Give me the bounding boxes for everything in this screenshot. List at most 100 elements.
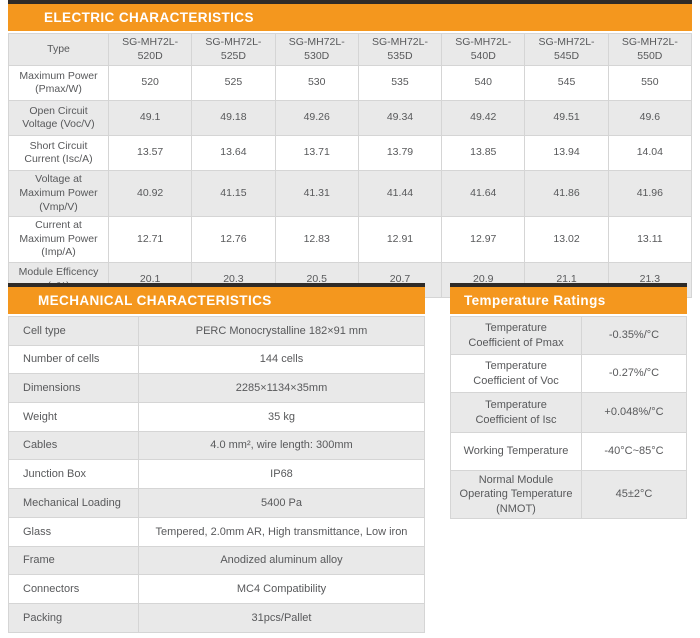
value-cell: 550 <box>607 65 693 102</box>
row-label: Connectors <box>8 574 139 604</box>
value-cell: 49.6 <box>607 100 693 137</box>
value-cell: 545 <box>524 65 609 102</box>
mechanical-row-cables: Cables 4.0 mm², wire length: 300mm <box>8 430 425 461</box>
row-label: Cables <box>8 430 139 461</box>
value-cell: 41.96 <box>607 170 693 218</box>
value-cell: 13.57 <box>107 135 193 172</box>
column-header-type: Type <box>8 32 109 67</box>
value-cell: 4.0 mm², wire length: 300mm <box>138 430 425 461</box>
mechanical-row-frame: Frame Anodized aluminum alloy <box>8 545 425 576</box>
value-cell: 41.31 <box>274 170 359 218</box>
mechanical-section-title: MECHANICAL CHARACTERISTICS <box>38 293 272 308</box>
row-label: Temperature Coefficient of Pmax <box>450 316 582 355</box>
value-cell: 41.15 <box>191 170 276 218</box>
value-cell: 13.85 <box>441 135 526 172</box>
value-cell: 13.94 <box>524 135 609 172</box>
row-label: Mechanical Loading <box>8 488 139 518</box>
temperature-row-nmot: Normal Module Operating Temperature (NMO… <box>450 470 687 519</box>
value-cell: 41.44 <box>357 170 443 218</box>
mechanical-row-number-of-cells: Number of cells 144 cells <box>8 344 425 375</box>
mechanical-section-header: MECHANICAL CHARACTERISTICS <box>8 283 425 314</box>
temperature-section-header: Temperature Ratings <box>450 283 687 314</box>
electric-header-row: Type SG-MH72L-520D SG-MH72L-525D SG-MH72… <box>8 32 693 67</box>
value-cell: 41.86 <box>524 170 609 218</box>
temperature-row-coefficient-voc: Temperature Coefficient of Voc -0.27%/°C <box>450 354 687 393</box>
mechanical-row-mechanical-loading: Mechanical Loading 5400 Pa <box>8 488 425 518</box>
row-label: Glass <box>8 516 139 547</box>
value-cell: 530 <box>274 65 359 102</box>
value-cell: 525 <box>191 65 276 102</box>
value-cell: 13.11 <box>607 216 693 264</box>
value-cell: 49.26 <box>274 100 359 137</box>
value-cell: IP68 <box>138 459 425 490</box>
value-cell: 45±2°C <box>581 470 687 519</box>
row-label: Voltage at Maximum Power (Vmp/V) <box>8 170 109 218</box>
temperature-row-coefficient-isc: Temperature Coefficient of Isc +0.048%/°… <box>450 392 687 433</box>
mechanical-characteristics-section: MECHANICAL CHARACTERISTICS Cell type PER… <box>8 283 425 633</box>
row-label: Dimensions <box>8 373 139 404</box>
electric-row-voltage-at-maximum-power: Voltage at Maximum Power (Vmp/V) 40.92 4… <box>8 170 693 218</box>
value-cell: Anodized aluminum alloy <box>138 545 425 576</box>
column-header-model-520d: SG-MH72L-520D <box>107 32 193 67</box>
row-label: Temperature Coefficient of Voc <box>450 354 582 393</box>
electric-row-short-circuit-current: Short Circuit Current (Isc/A) 13.57 13.6… <box>8 135 693 172</box>
value-cell: 49.34 <box>357 100 443 137</box>
row-label: Normal Module Operating Temperature (NMO… <box>450 470 582 519</box>
value-cell: 14.04 <box>607 135 693 172</box>
column-header-model-525d: SG-MH72L-525D <box>191 32 276 67</box>
column-header-model-545d: SG-MH72L-545D <box>524 32 609 67</box>
row-label: Packing <box>8 602 139 633</box>
value-cell: 13.71 <box>274 135 359 172</box>
electric-section-header: ELECTRIC CHARACTERISTICS <box>8 0 692 31</box>
row-label: Working Temperature <box>450 432 582 471</box>
value-cell: 144 cells <box>138 344 425 375</box>
value-cell: 2285×1134×35mm <box>138 373 425 404</box>
value-cell: 520 <box>107 65 193 102</box>
value-cell: 49.18 <box>191 100 276 137</box>
row-label: Maximum Power (Pmax/W) <box>8 65 109 102</box>
electric-row-maximum-power: Maximum Power (Pmax/W) 520 525 530 535 5… <box>8 65 693 102</box>
mechanical-row-glass: Glass Tempered, 2.0mm AR, High transmitt… <box>8 516 425 547</box>
temperature-ratings-section: Temperature Ratings Temperature Coeffici… <box>450 283 687 519</box>
value-cell: 40.92 <box>107 170 193 218</box>
value-cell: Tempered, 2.0mm AR, High transmittance, … <box>138 516 425 547</box>
value-cell: PERC Monocrystalline 182×91 mm <box>138 316 425 346</box>
electric-section-title: ELECTRIC CHARACTERISTICS <box>44 10 254 25</box>
column-header-model-540d: SG-MH72L-540D <box>441 32 526 67</box>
value-cell: 49.1 <box>107 100 193 137</box>
mechanical-table: Cell type PERC Monocrystalline 182×91 mm… <box>8 316 425 633</box>
value-cell: 49.51 <box>524 100 609 137</box>
row-label: Cell type <box>8 316 139 346</box>
row-label: Current at Maximum Power (Imp/A) <box>8 216 109 264</box>
mechanical-row-dimensions: Dimensions 2285×1134×35mm <box>8 373 425 404</box>
value-cell: 13.64 <box>191 135 276 172</box>
value-cell: 12.91 <box>357 216 443 264</box>
temperature-section-title: Temperature Ratings <box>464 293 606 308</box>
mechanical-row-cell-type: Cell type PERC Monocrystalline 182×91 mm <box>8 316 425 346</box>
column-header-model-535d: SG-MH72L-535D <box>357 32 443 67</box>
value-cell: 49.42 <box>441 100 526 137</box>
column-header-model-550d: SG-MH72L-550D <box>607 32 693 67</box>
mechanical-row-junction-box: Junction Box IP68 <box>8 459 425 490</box>
value-cell: 540 <box>441 65 526 102</box>
value-cell: 13.79 <box>357 135 443 172</box>
column-header-model-530d: SG-MH72L-530D <box>274 32 359 67</box>
temperature-table: Temperature Coefficient of Pmax -0.35%/°… <box>450 316 687 519</box>
value-cell: 12.71 <box>107 216 193 264</box>
value-cell: 31pcs/Pallet <box>138 602 425 633</box>
temperature-row-working-temperature: Working Temperature -40°C~85°C <box>450 432 687 471</box>
row-label: Weight <box>8 402 139 432</box>
temperature-row-coefficient-pmax: Temperature Coefficient of Pmax -0.35%/°… <box>450 316 687 355</box>
row-label: Frame <box>8 545 139 576</box>
value-cell: 12.76 <box>191 216 276 264</box>
mechanical-row-weight: Weight 35 kg <box>8 402 425 432</box>
value-cell: -0.35%/°C <box>581 316 687 355</box>
electric-row-open-circuit-voltage: Open Circuit Voltage (Voc/V) 49.1 49.18 … <box>8 100 693 137</box>
row-label: Short Circuit Current (Isc/A) <box>8 135 109 172</box>
row-label: Junction Box <box>8 459 139 490</box>
electric-table: Type SG-MH72L-520D SG-MH72L-525D SG-MH72… <box>8 32 693 299</box>
value-cell: +0.048%/°C <box>581 392 687 433</box>
value-cell: MC4 Compatibility <box>138 574 425 604</box>
row-label: Open Circuit Voltage (Voc/V) <box>8 100 109 137</box>
value-cell: 35 kg <box>138 402 425 432</box>
